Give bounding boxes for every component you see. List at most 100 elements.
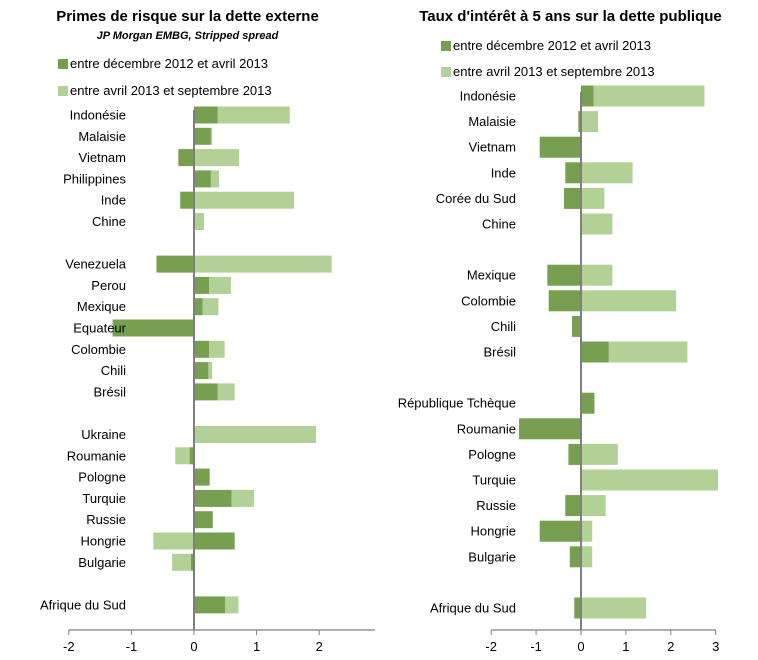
- bar-period-1: [519, 418, 581, 440]
- category-label: Venezuela: [65, 257, 126, 272]
- legend-item-period-1: entre décembre 2012 et avril 2013: [58, 56, 268, 71]
- bar-period-2: [581, 469, 718, 491]
- bar-period-2: [194, 191, 295, 209]
- bar-period-2: [581, 495, 606, 517]
- x-tick-label: 2: [316, 639, 323, 654]
- bar-period-1: [581, 392, 595, 414]
- legend-swatch-dark: [58, 59, 68, 69]
- x-tick-label: 3: [712, 639, 719, 654]
- x-tick-label: 0: [190, 639, 197, 654]
- legend-label: entre décembre 2012 et avril 2013: [453, 38, 652, 53]
- bars-group: [112, 106, 332, 614]
- bar-period-1: [194, 596, 226, 614]
- right-chart-title: Taux d'intérêt à 5 ans sur la dette publ…: [419, 8, 722, 25]
- bar-period-1: [539, 520, 581, 542]
- bar-period-1: [194, 362, 209, 380]
- bar-period-2: [210, 170, 220, 188]
- x-tick-label: 2: [667, 639, 674, 654]
- category-label: Perou: [91, 278, 126, 293]
- bar-period-2: [209, 276, 231, 294]
- bar-period-2: [593, 85, 705, 107]
- bar-period-2: [581, 162, 633, 184]
- bar-period-1: [548, 290, 581, 312]
- category-label: Roumanie: [457, 421, 516, 436]
- category-label: Corée du Sud: [436, 191, 516, 206]
- bar-period-1: [194, 106, 218, 124]
- bar-period-1: [180, 191, 194, 209]
- bar-period-1: [178, 149, 194, 167]
- category-label: Chili: [101, 363, 126, 378]
- bar-period-2: [194, 213, 205, 230]
- bar-period-2: [194, 255, 332, 273]
- legend-item-period-2: entre avril 2013 et septembre 2013: [58, 83, 272, 98]
- bar-period-1: [565, 495, 581, 517]
- bar-period-2: [581, 213, 613, 235]
- right-bar-chart: Indonésie Malaisie Vietnam Inde Corée du Sud…: [398, 85, 719, 654]
- bar-period-1: [194, 170, 211, 188]
- category-label: Chine: [92, 214, 126, 229]
- legend-label: entre avril 2013 et septembre 2013: [70, 83, 272, 98]
- bar-period-2: [172, 553, 191, 571]
- bar-period-2: [231, 489, 255, 507]
- category-label: Turquie: [82, 491, 126, 506]
- bar-period-1: [194, 340, 210, 358]
- bars-group: [519, 85, 718, 619]
- category-label: Colombie: [461, 293, 516, 308]
- x-tick-label: -2: [63, 639, 75, 654]
- bar-period-1: [581, 341, 609, 363]
- bar-period-2: [608, 341, 688, 363]
- x-tick-label: -1: [530, 639, 542, 654]
- category-label: Malaisie: [78, 129, 126, 144]
- category-label: Turquie: [472, 473, 516, 488]
- category-label: Inde: [491, 165, 516, 180]
- left-chart-title: Primes de risque sur la dette externe: [56, 8, 319, 25]
- bar-period-1: [563, 187, 581, 209]
- bar-period-1: [189, 447, 194, 465]
- bar-period-2: [581, 546, 593, 568]
- bar-period-1: [547, 264, 581, 286]
- bar-period-2: [225, 596, 239, 614]
- bar-period-1: [194, 532, 235, 550]
- category-label: Chili: [491, 319, 516, 334]
- bar-period-1: [194, 489, 232, 507]
- bar-period-1: [568, 443, 581, 465]
- category-label: Bulgarie: [468, 549, 516, 564]
- bar-period-2: [581, 187, 605, 209]
- category-label: Mexique: [467, 268, 516, 283]
- bar-period-2: [153, 532, 194, 550]
- right-chart-panel: Taux d'intérêt à 5 ans sur la dette publ…: [383, 0, 758, 660]
- category-label: Inde: [101, 193, 126, 208]
- x-tick-label: 1: [253, 639, 260, 654]
- legend-swatch-light: [58, 86, 68, 96]
- category-label: République Tchèque: [398, 396, 516, 411]
- bar-period-1: [539, 136, 581, 158]
- legend-item-period-2: entre avril 2013 et septembre 2013: [441, 64, 655, 79]
- category-label: Bulgarie: [78, 555, 126, 570]
- x-tick-label: -2: [485, 639, 497, 654]
- category-label: Ukraine: [81, 427, 126, 442]
- bar-period-1: [572, 315, 581, 337]
- category-label: Russie: [86, 512, 126, 527]
- left-chart-panel: Primes de risque sur la dette externe JP…: [0, 0, 375, 660]
- category-label: Malaisie: [468, 114, 516, 129]
- legend-swatch-dark: [441, 41, 451, 51]
- bar-period-2: [194, 149, 240, 167]
- legend-swatch-light: [441, 67, 451, 77]
- bar-period-1: [574, 597, 581, 619]
- category-label: Pologne: [468, 447, 516, 462]
- bar-period-2: [581, 443, 618, 465]
- legend-label: entre avril 2013 et septembre 2013: [453, 64, 655, 79]
- bar-period-2: [202, 298, 219, 316]
- category-label: Equateur: [73, 321, 126, 336]
- left-bar-chart: Indonésie Malaisie Vietnam Philippines Inde C…: [40, 106, 375, 654]
- category-label: Indonésie: [70, 108, 126, 123]
- bar-period-1: [565, 162, 581, 184]
- bar-period-2: [581, 290, 677, 312]
- category-label: Roumanie: [67, 448, 126, 463]
- category-label: Philippines: [63, 171, 126, 186]
- bar-period-2: [217, 383, 235, 401]
- category-label: Afrique du Sud: [430, 601, 516, 616]
- category-label: Russie: [476, 498, 516, 513]
- category-label: Colombie: [71, 342, 126, 357]
- x-tick-label: 1: [622, 639, 629, 654]
